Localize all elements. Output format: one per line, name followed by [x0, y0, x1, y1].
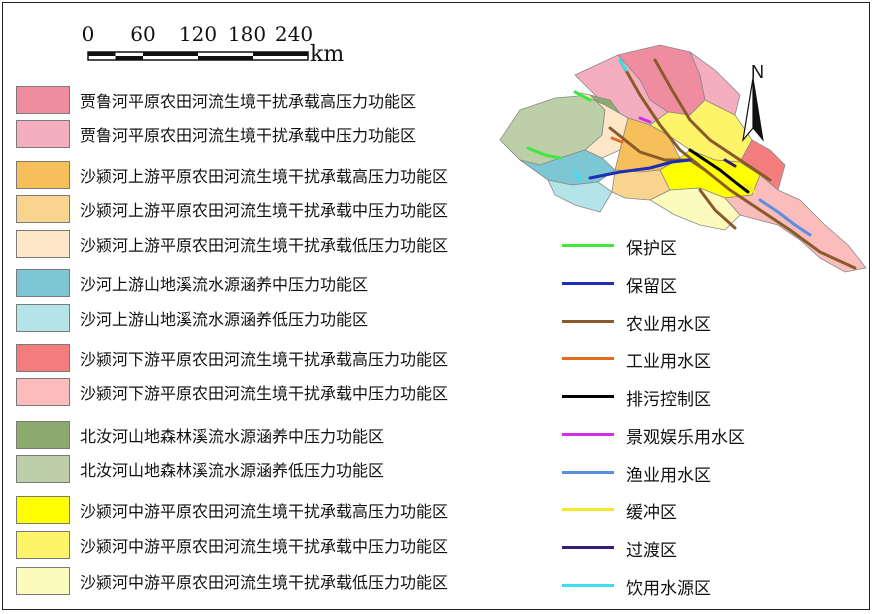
- zone-swatch: [16, 304, 70, 332]
- zone-label: 北汝河山地森林溪流水源涵养中压力功能区: [80, 427, 385, 446]
- line-swatch: [562, 320, 614, 323]
- scale-tick-60: 60: [130, 22, 156, 46]
- line-swatch: [562, 433, 614, 436]
- river-agri-3: [608, 126, 707, 172]
- scale-tick-180: 180: [227, 22, 267, 46]
- river-fishery: [758, 198, 812, 237]
- zone-label: 沙颍河下游平原农田河流生境干扰承载高压力功能区: [80, 350, 449, 369]
- scale-tick-120: 120: [178, 22, 218, 46]
- line-label: 工业用水区: [626, 352, 711, 372]
- zone-swatch: [16, 496, 70, 524]
- line-label: 过渡区: [626, 541, 677, 561]
- scale-bar-graphic: [87, 51, 309, 61]
- zone-label: 北汝河山地森林溪流水源涵养低压力功能区: [80, 461, 385, 480]
- line-label: 保留区: [626, 277, 677, 297]
- north-arrow: [730, 58, 776, 152]
- north-arrow-icon: [742, 77, 764, 143]
- line-label: 农业用水区: [626, 315, 711, 335]
- zone-label: 沙颍河中游平原农田河流生境干扰承载低压力功能区: [80, 573, 449, 592]
- river-transition: [723, 158, 737, 168]
- scale-tick-240: 240: [274, 22, 314, 46]
- zone-swatch: [16, 455, 70, 483]
- river-protect-1: [526, 146, 562, 160]
- line-swatch: [562, 395, 614, 398]
- line-label: 景观娱乐用水区: [626, 428, 745, 448]
- zone-label: 沙颍河中游平原农田河流生境干扰承载中压力功能区: [80, 537, 449, 556]
- zone-swatch: [16, 86, 70, 114]
- river-agri-1: [618, 58, 857, 270]
- line-label: 缓冲区: [626, 503, 677, 523]
- river-agri-2: [653, 58, 772, 182]
- river-drink-2: [573, 170, 582, 182]
- line-label: 饮用水源区: [626, 579, 711, 599]
- river-landscape: [638, 116, 652, 124]
- zone-swatch: [16, 230, 70, 258]
- zone-swatch: [16, 567, 70, 595]
- zone-swatch: [16, 195, 70, 223]
- north-label: N: [751, 62, 764, 82]
- line-label: 排污控制区: [626, 390, 711, 410]
- zone-label: 贾鲁河平原农田河流生境干扰承载中压力功能区: [80, 126, 417, 145]
- zone-swatch: [16, 120, 70, 148]
- zone-label: 沙颍河上游平原农田河流生境干扰承载中压力功能区: [80, 201, 449, 220]
- map-zone-sha-low: [547, 179, 613, 213]
- scale-unit: km: [310, 42, 345, 67]
- line-swatch: [562, 244, 614, 247]
- zone-swatch: [16, 421, 70, 449]
- river-buffer: [743, 183, 757, 194]
- river-agri-4: [698, 188, 737, 230]
- zone-swatch: [16, 531, 70, 559]
- line-swatch: [562, 282, 614, 285]
- line-swatch: [562, 584, 614, 587]
- line-swatch: [562, 508, 614, 511]
- zone-label: 贾鲁河平原农田河流生境干扰承载高压力功能区: [80, 92, 417, 111]
- map-zone-up-low: [574, 91, 629, 159]
- zone-swatch: [16, 269, 70, 297]
- zone-label: 沙河上游山地溪流水源涵养中压力功能区: [80, 275, 369, 294]
- river-reserve: [588, 158, 692, 180]
- zone-swatch: [16, 378, 70, 406]
- line-swatch: [562, 357, 614, 360]
- river-drain: [688, 148, 750, 194]
- zone-swatch: [16, 344, 70, 372]
- zone-label: 沙颍河上游平原农田河流生境干扰承载低压力功能区: [80, 236, 449, 255]
- scale-tick-0: 0: [81, 22, 95, 46]
- zone-label: 沙颍河上游平原农田河流生境干扰承载高压力功能区: [80, 167, 449, 186]
- river-industry: [610, 136, 624, 144]
- zone-label: 沙颍河下游平原农田河流生境干扰承载中压力功能区: [80, 384, 449, 403]
- line-swatch: [562, 471, 614, 474]
- river-drink-1: [618, 58, 628, 72]
- line-label: 保护区: [626, 239, 677, 259]
- line-label: 渔业用水区: [626, 466, 711, 486]
- zone-label: 沙河上游山地溪流水源涵养低压力功能区: [80, 310, 369, 329]
- zone-swatch: [16, 161, 70, 189]
- line-swatch: [562, 546, 614, 549]
- zone-label: 沙颍河中游平原农田河流生境干扰承载高压力功能区: [80, 502, 449, 521]
- river-protect-2: [573, 90, 592, 102]
